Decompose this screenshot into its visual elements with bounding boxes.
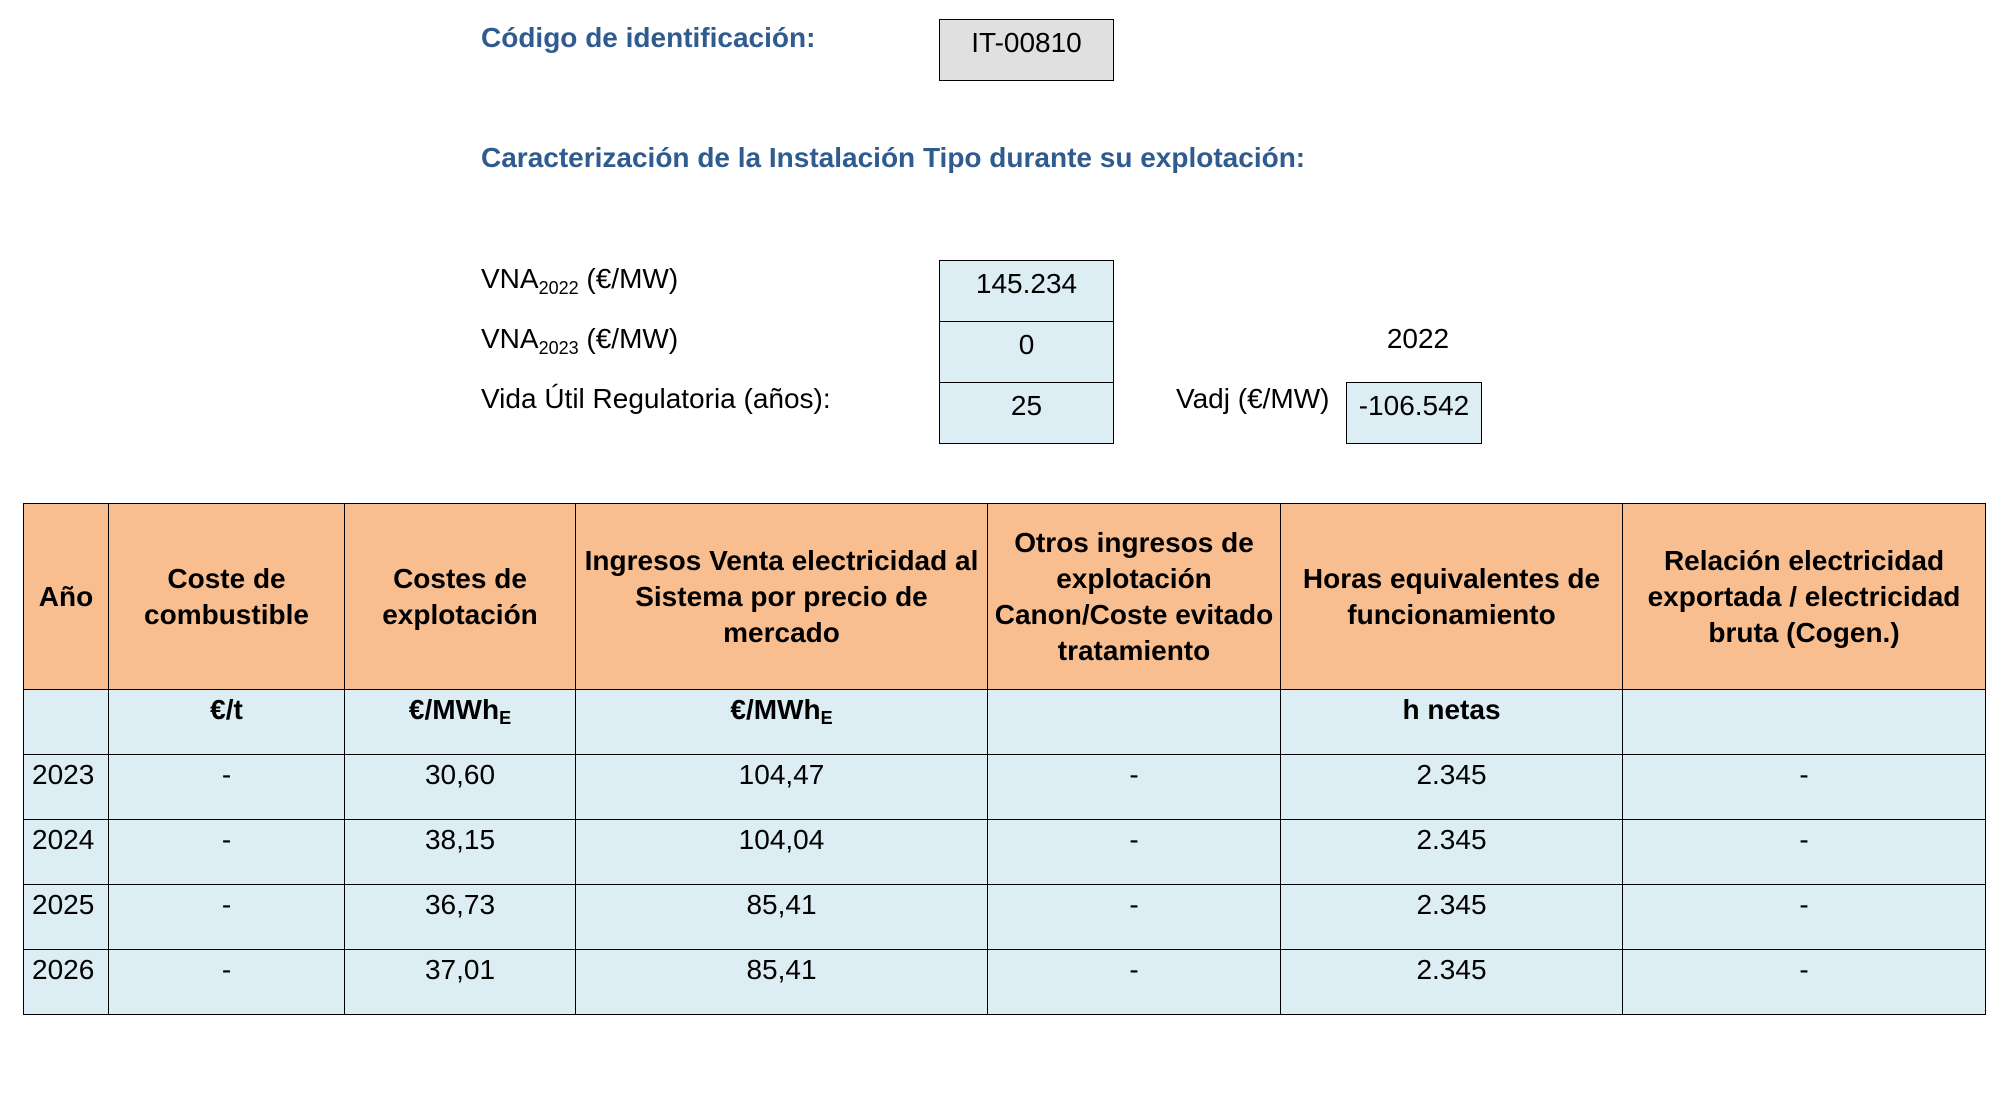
cell-opex: 36,73 <box>344 884 576 950</box>
table-header-row: Año Coste de combustible Costes de explo… <box>23 503 1986 690</box>
vna2022-prefix: VNA <box>481 263 539 294</box>
header-hours: Horas equivalentes de funcionamiento <box>1280 503 1623 690</box>
vida-util-label: Vida Útil Regulatoria (años): <box>481 383 831 414</box>
cell-other: - <box>987 754 1281 820</box>
vadj-value: -106.542 <box>1358 390 1470 421</box>
cell-ratio: - <box>1622 949 1986 1015</box>
explotacion-table: Año Coste de combustible Costes de explo… <box>23 503 1986 1015</box>
cell-opex: 37,01 <box>344 949 576 1015</box>
vna2022-label: VNA2022 (€/MW) <box>481 263 678 299</box>
header-year: Año <box>23 503 109 690</box>
vna2023-prefix: VNA <box>481 323 539 354</box>
cell-revenue: 104,04 <box>575 819 988 885</box>
id-code-box: IT-00810 <box>939 19 1114 81</box>
section-title: Caracterización de la Instalación Tipo d… <box>481 142 1306 173</box>
cell-other: - <box>987 819 1281 885</box>
unit-revenue: €/MWhE <box>575 689 988 755</box>
unit-hours: h netas <box>1280 689 1623 755</box>
unit-year <box>23 689 109 755</box>
id-code-value: IT-00810 <box>971 27 1082 58</box>
table-row: 2026 - 37,01 85,41 - 2.345 - <box>23 949 1986 1015</box>
cell-ratio: - <box>1622 819 1986 885</box>
table-row: 2025 - 36,73 85,41 - 2.345 - <box>23 884 1986 950</box>
vna2023-value: 0 <box>1018 329 1035 360</box>
cell-revenue: 104,47 <box>575 754 988 820</box>
header-opex: Costes de explotación <box>344 503 576 690</box>
cell-other: - <box>987 884 1281 950</box>
unit-opex: €/MWhE <box>344 689 576 755</box>
cell-fuel: - <box>108 884 345 950</box>
vna2022-suffix: (€/MW) <box>578 263 679 294</box>
cell-revenue: 85,41 <box>575 884 988 950</box>
cell-fuel: - <box>108 819 345 885</box>
cell-hours: 2.345 <box>1280 819 1623 885</box>
cell-year: 2024 <box>23 819 109 885</box>
vna2023-sub: 2023 <box>538 338 579 358</box>
header-ratio: Relación electricidad exportada / electr… <box>1622 503 1986 690</box>
unit-opex-main: €/MWh <box>408 694 500 725</box>
vna2022-sub: 2022 <box>538 278 579 298</box>
unit-revenue-main: €/MWh <box>730 694 821 725</box>
vna2022-box: 145.234 <box>939 260 1114 322</box>
header-revenue: Ingresos Venta electricidad al Sistema p… <box>575 503 988 690</box>
cell-revenue: 85,41 <box>575 949 988 1015</box>
vadj-label: Vadj (€/MW) <box>1176 383 1330 414</box>
cell-fuel: - <box>108 754 345 820</box>
vna2023-label: VNA2023 (€/MW) <box>481 323 678 359</box>
cell-hours: 2.345 <box>1280 949 1623 1015</box>
table-units-row: €/t €/MWhE €/MWhE h netas <box>23 689 1986 755</box>
cell-year: 2023 <box>23 754 109 820</box>
cell-opex: 30,60 <box>344 754 576 820</box>
vadj-box: -106.542 <box>1346 382 1482 444</box>
vna2022-value: 145.234 <box>975 268 1078 299</box>
unit-revenue-sub: E <box>820 708 833 728</box>
vna2023-suffix: (€/MW) <box>578 323 679 354</box>
cell-opex: 38,15 <box>344 819 576 885</box>
cell-ratio: - <box>1622 754 1986 820</box>
table-row: 2023 - 30,60 104,47 - 2.345 - <box>23 754 1986 820</box>
vida-util-box: 25 <box>939 382 1114 444</box>
vna2023-box: 0 <box>939 321 1114 383</box>
table-row: 2024 - 38,15 104,04 - 2.345 - <box>23 819 1986 885</box>
unit-opex-sub: E <box>499 708 512 728</box>
cell-year: 2025 <box>23 884 109 950</box>
cell-fuel: - <box>108 949 345 1015</box>
cell-other: - <box>987 949 1281 1015</box>
cell-year: 2026 <box>23 949 109 1015</box>
unit-fuel: €/t <box>108 689 345 755</box>
cell-hours: 2.345 <box>1280 754 1623 820</box>
cell-hours: 2.345 <box>1280 884 1623 950</box>
vida-util-value: 25 <box>1010 390 1043 421</box>
reference-year: 2022 <box>1386 323 1450 354</box>
unit-ratio <box>1622 689 1986 755</box>
cell-ratio: - <box>1622 884 1986 950</box>
id-label: Código de identificación: <box>481 22 816 53</box>
header-other-income: Otros ingresos de explotación Canon/Cost… <box>987 503 1281 690</box>
unit-other <box>987 689 1281 755</box>
header-fuel-cost: Coste de combustible <box>108 503 345 690</box>
